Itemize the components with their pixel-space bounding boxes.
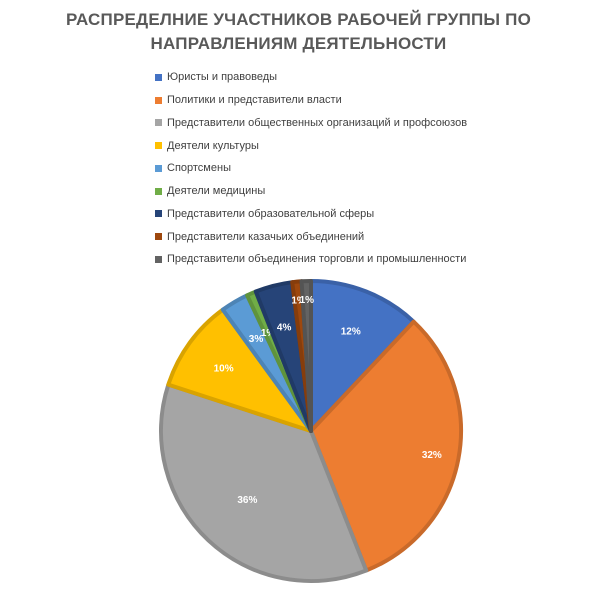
legend-label: Представители казачьих объединений: [167, 230, 365, 243]
pie-slice: [166, 307, 313, 433]
slice-data-label: 10%: [214, 364, 234, 375]
chart-title-line-2: НАПРАВЛЕНИЯМ ДЕЯТЕЛЬНОСТИ: [150, 34, 447, 53]
legend-label: Представители объединения торговли и про…: [167, 253, 467, 266]
legend-item: Юристы и правоведы: [155, 66, 467, 89]
pie-slice: [299, 279, 313, 433]
legend-label: Юристы и правоведы: [167, 71, 278, 84]
legend-swatch: [155, 142, 162, 150]
legend-label: Спортсмены: [167, 162, 231, 175]
legend-swatch: [155, 210, 162, 218]
legend-swatch: [155, 73, 162, 81]
legend-item: Деятели культуры: [155, 134, 467, 157]
slice-data-label: 3%: [249, 334, 264, 345]
legend-item: Представители общественных организаций и…: [155, 112, 467, 135]
chart-title-line-1: РАСПРЕДЕЛНИЕ УЧАСТНИКОВ РАБОЧЕЙ ГРУППЫ П…: [65, 10, 532, 29]
legend-label: Политики и представители власти: [167, 94, 342, 107]
slice-data-label: 36%: [237, 495, 257, 506]
legend-item: Политики и представители власти: [155, 89, 467, 112]
legend-item: Деятели медицины: [155, 180, 467, 203]
chart-title: РАСПРЕДЕЛНИЕ УЧАСТНИКОВ РАБОЧЕЙ ГРУППЫ П…: [0, 8, 597, 56]
legend-swatch: [155, 187, 162, 195]
legend-label: Представители образовательной сферы: [167, 207, 375, 220]
pie-slice: [159, 382, 369, 583]
legend-swatch: [155, 233, 162, 241]
pie-slice: [309, 279, 416, 433]
chart-legend: Юристы и правоведы Политики и представите…: [155, 66, 467, 271]
legend-item: Спортсмены: [155, 157, 467, 180]
legend-item: Представители образовательной сферы: [155, 203, 467, 226]
slice-data-label: 32%: [422, 450, 442, 461]
legend-label: Деятели медицины: [167, 185, 266, 198]
slice-data-label: 1%: [300, 295, 315, 306]
slice-data-label: 1%: [291, 296, 306, 307]
pie-slice: [309, 319, 463, 573]
legend-label: Представители общественных организаций и…: [167, 116, 468, 129]
legend-swatch: [155, 119, 162, 127]
legend-swatch: [155, 164, 162, 172]
slice-data-label: 12%: [341, 327, 361, 338]
legend-swatch: [155, 255, 162, 263]
legend-swatch: [155, 96, 162, 104]
legend-item: Представители казачьих объединений: [155, 225, 467, 248]
slice-data-label: 1%: [261, 328, 276, 339]
legend-item: Представители объединения торговли и про…: [155, 248, 467, 271]
slice-data-label: 4%: [277, 322, 292, 333]
legend-label: Деятели культуры: [167, 139, 259, 152]
